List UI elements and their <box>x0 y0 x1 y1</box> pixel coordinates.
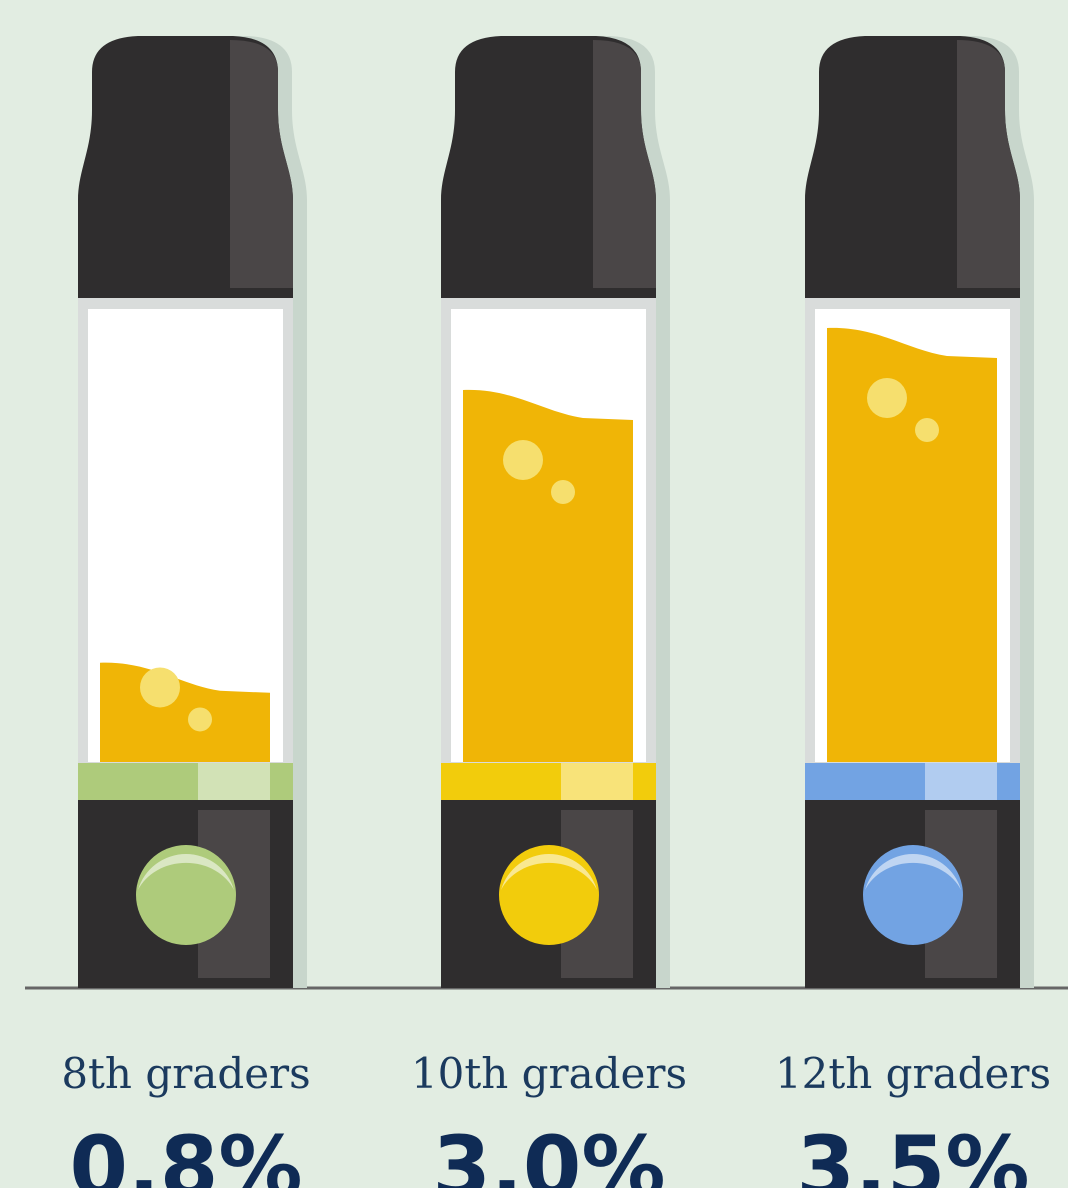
color-band-highlight <box>198 763 270 800</box>
category-label: 12th graders <box>775 1049 1051 1098</box>
liquid <box>463 389 633 762</box>
bubble <box>503 440 543 480</box>
category-label: 10th graders <box>411 1049 687 1098</box>
pen-cap-highlight <box>593 40 656 288</box>
pen-button <box>136 845 236 945</box>
color-band-highlight <box>561 763 633 800</box>
value-label: 3.0% <box>433 1118 666 1188</box>
liquid <box>827 327 997 762</box>
pen-button-shine <box>501 854 597 890</box>
pen-cap-highlight <box>957 40 1020 288</box>
color-band <box>441 763 656 800</box>
value-label: 3.5% <box>797 1118 1030 1188</box>
color-band-highlight <box>925 763 997 800</box>
bubble <box>188 707 212 732</box>
pen-button-shine <box>138 854 234 890</box>
bubble <box>867 378 907 418</box>
bubble <box>140 667 180 708</box>
color-band <box>805 763 1020 800</box>
bubble <box>551 480 575 504</box>
color-band <box>78 763 293 800</box>
bubble <box>915 418 939 442</box>
pen-button <box>863 845 963 945</box>
pen-button <box>499 845 599 945</box>
pen-button-shine <box>865 854 961 890</box>
value-label: 0.8% <box>70 1118 303 1188</box>
category-label: 8th graders <box>61 1049 310 1098</box>
pen-cap-highlight <box>230 40 293 288</box>
